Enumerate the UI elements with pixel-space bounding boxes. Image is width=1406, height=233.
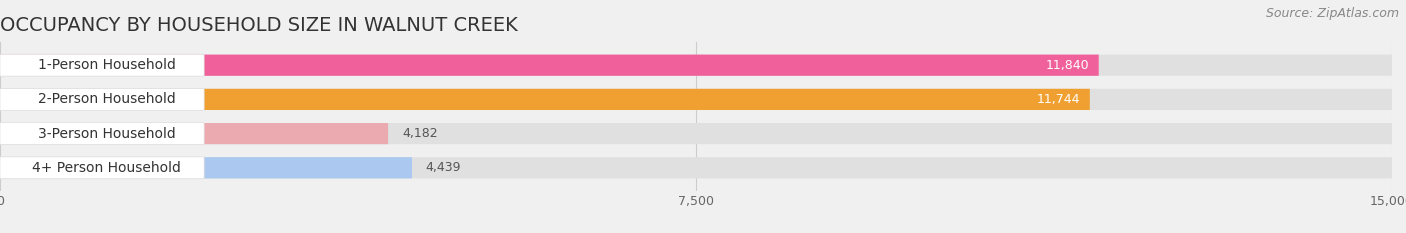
Text: OCCUPANCY BY HOUSEHOLD SIZE IN WALNUT CREEK: OCCUPANCY BY HOUSEHOLD SIZE IN WALNUT CR… xyxy=(0,16,517,35)
Text: 11,744: 11,744 xyxy=(1038,93,1081,106)
FancyBboxPatch shape xyxy=(0,89,1392,110)
FancyBboxPatch shape xyxy=(0,157,412,178)
FancyBboxPatch shape xyxy=(0,55,1098,76)
FancyBboxPatch shape xyxy=(0,157,204,179)
Text: 1-Person Household: 1-Person Household xyxy=(38,58,176,72)
Text: 11,840: 11,840 xyxy=(1046,59,1090,72)
FancyBboxPatch shape xyxy=(0,89,204,110)
Text: 4,439: 4,439 xyxy=(426,161,461,174)
Text: 3-Person Household: 3-Person Household xyxy=(38,127,176,140)
FancyBboxPatch shape xyxy=(0,123,204,144)
Text: 4,182: 4,182 xyxy=(402,127,437,140)
FancyBboxPatch shape xyxy=(0,55,1392,76)
FancyBboxPatch shape xyxy=(0,123,1392,144)
FancyBboxPatch shape xyxy=(0,157,1392,178)
FancyBboxPatch shape xyxy=(0,123,388,144)
FancyBboxPatch shape xyxy=(0,89,1090,110)
FancyBboxPatch shape xyxy=(0,54,204,76)
Text: 2-Person Household: 2-Person Household xyxy=(38,93,176,106)
Text: Source: ZipAtlas.com: Source: ZipAtlas.com xyxy=(1265,7,1399,20)
Text: 4+ Person Household: 4+ Person Household xyxy=(32,161,181,175)
